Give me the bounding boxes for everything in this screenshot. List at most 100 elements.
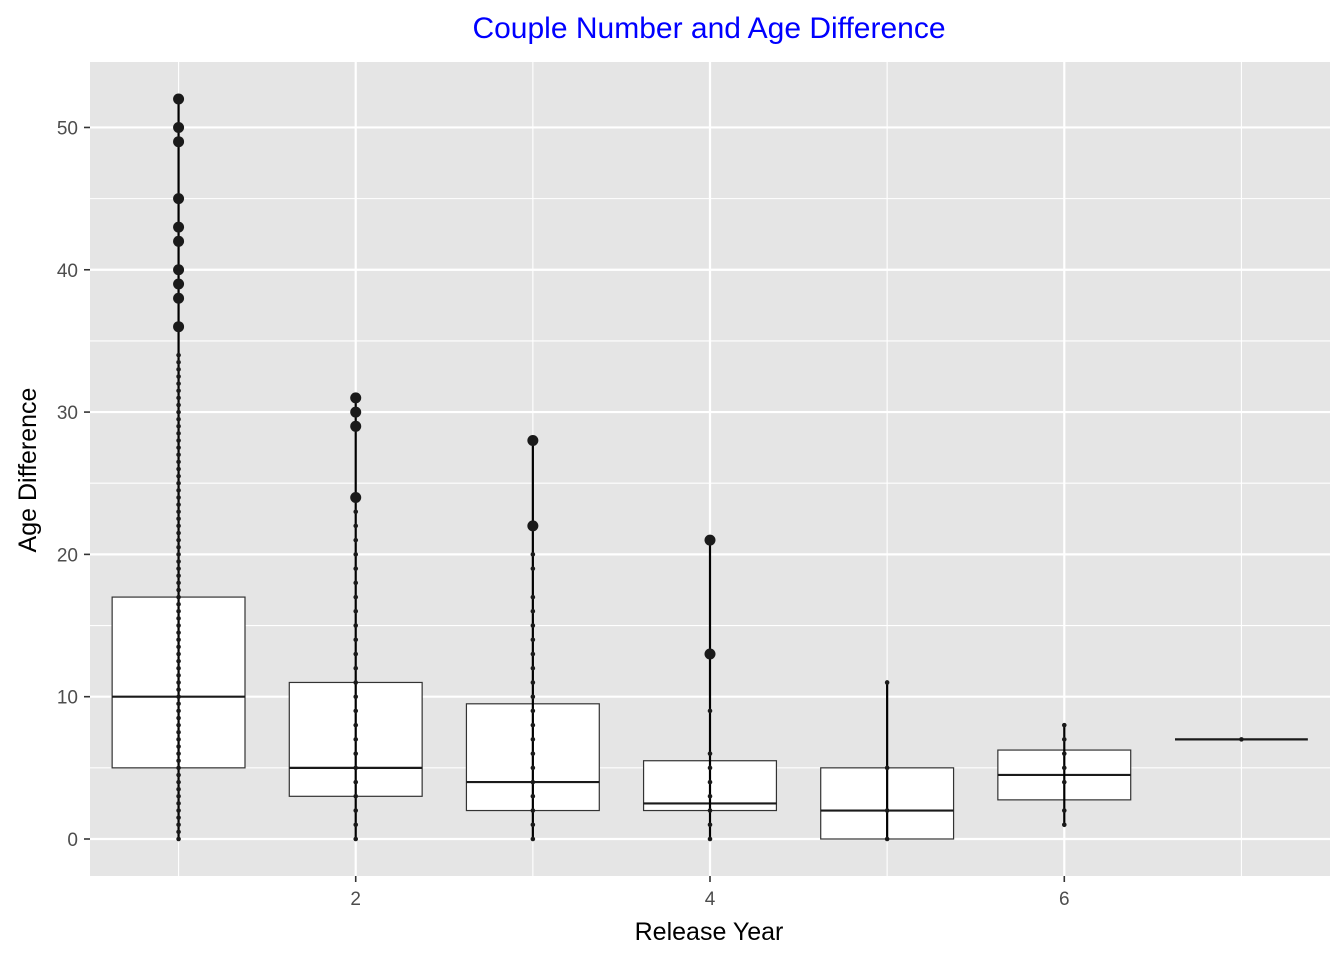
data-point bbox=[530, 722, 536, 728]
outlier-point bbox=[173, 193, 185, 205]
data-point bbox=[176, 630, 181, 635]
data-point bbox=[353, 651, 359, 657]
data-point bbox=[530, 808, 536, 813]
data-point bbox=[530, 609, 536, 614]
data-point bbox=[176, 480, 181, 486]
data-point bbox=[353, 665, 359, 671]
data-point bbox=[176, 786, 181, 792]
y-tick-label: 40 bbox=[57, 261, 78, 282]
data-point bbox=[176, 544, 181, 550]
outlier-point bbox=[173, 121, 185, 133]
data-point bbox=[530, 594, 536, 600]
data-point bbox=[176, 495, 181, 500]
data-point bbox=[176, 644, 181, 650]
data-point bbox=[176, 431, 181, 436]
data-point bbox=[176, 459, 181, 465]
data-point bbox=[176, 573, 181, 579]
data-point bbox=[530, 836, 536, 842]
data-point bbox=[176, 616, 181, 621]
outlier-point bbox=[704, 648, 716, 660]
data-point bbox=[176, 580, 181, 586]
outlier-point bbox=[173, 93, 185, 105]
data-point bbox=[884, 808, 890, 813]
data-point bbox=[176, 516, 181, 522]
data-point bbox=[530, 779, 536, 785]
data-point bbox=[176, 416, 181, 422]
outlier-point bbox=[173, 321, 185, 333]
data-point bbox=[707, 765, 713, 771]
data-point bbox=[176, 559, 181, 564]
y-axis: 0 10 20 30 40 50 bbox=[57, 118, 90, 851]
data-point bbox=[176, 658, 181, 664]
data-point bbox=[353, 552, 359, 557]
data-point bbox=[1061, 751, 1067, 756]
data-point bbox=[176, 359, 181, 365]
data-point bbox=[707, 822, 713, 828]
data-point bbox=[353, 580, 359, 586]
data-point bbox=[707, 794, 713, 799]
data-point bbox=[353, 623, 359, 628]
data-point bbox=[176, 374, 181, 379]
data-point bbox=[176, 502, 181, 507]
outlier-point bbox=[350, 392, 362, 404]
data-point bbox=[353, 822, 359, 828]
data-point bbox=[176, 587, 181, 593]
x-tick-label: 2 bbox=[350, 889, 361, 910]
data-point bbox=[176, 722, 181, 728]
data-point bbox=[1061, 737, 1067, 742]
x-tick-label: 4 bbox=[705, 889, 716, 910]
data-point bbox=[530, 665, 536, 671]
outlier-point bbox=[704, 534, 716, 546]
data-point bbox=[176, 665, 181, 671]
data-point bbox=[176, 438, 181, 443]
data-point bbox=[176, 822, 181, 828]
data-point bbox=[353, 722, 359, 728]
data-point bbox=[353, 509, 359, 514]
data-point bbox=[353, 836, 359, 842]
chart-marks bbox=[111, 93, 1308, 842]
data-point bbox=[530, 552, 536, 557]
data-point bbox=[176, 715, 181, 721]
data-point bbox=[176, 367, 181, 372]
data-point bbox=[353, 794, 359, 799]
outlier-point bbox=[173, 264, 185, 276]
data-point bbox=[1061, 822, 1067, 828]
data-point bbox=[353, 566, 359, 571]
data-point bbox=[176, 609, 181, 614]
data-point bbox=[176, 402, 181, 408]
box-group bbox=[111, 93, 246, 842]
data-point bbox=[176, 523, 181, 529]
data-point bbox=[176, 751, 181, 756]
data-point bbox=[176, 530, 181, 536]
outlier-point bbox=[173, 278, 185, 290]
y-tick-label: 50 bbox=[57, 118, 78, 139]
data-point bbox=[176, 708, 181, 714]
data-point bbox=[530, 637, 536, 643]
data-point bbox=[1061, 779, 1067, 785]
data-point bbox=[353, 708, 359, 714]
data-point bbox=[530, 765, 536, 771]
x-tick-label: 6 bbox=[1059, 889, 1070, 910]
data-point bbox=[530, 822, 536, 828]
data-point bbox=[707, 751, 713, 756]
outlier-point bbox=[350, 406, 362, 418]
data-point bbox=[176, 509, 181, 514]
data-point bbox=[884, 680, 890, 685]
data-point bbox=[176, 801, 181, 806]
y-tick-label: 10 bbox=[57, 688, 78, 709]
data-point bbox=[176, 623, 181, 628]
data-point bbox=[176, 552, 181, 557]
data-point bbox=[530, 794, 536, 799]
data-point bbox=[176, 424, 181, 429]
y-tick-label: 0 bbox=[67, 830, 78, 851]
data-point bbox=[176, 651, 181, 657]
data-point bbox=[353, 523, 359, 529]
data-point bbox=[353, 609, 359, 614]
outlier-point bbox=[173, 292, 185, 304]
data-point bbox=[176, 594, 181, 600]
data-point bbox=[884, 836, 890, 842]
data-point bbox=[353, 751, 359, 756]
outlier-point bbox=[173, 221, 185, 233]
data-point bbox=[176, 772, 181, 778]
